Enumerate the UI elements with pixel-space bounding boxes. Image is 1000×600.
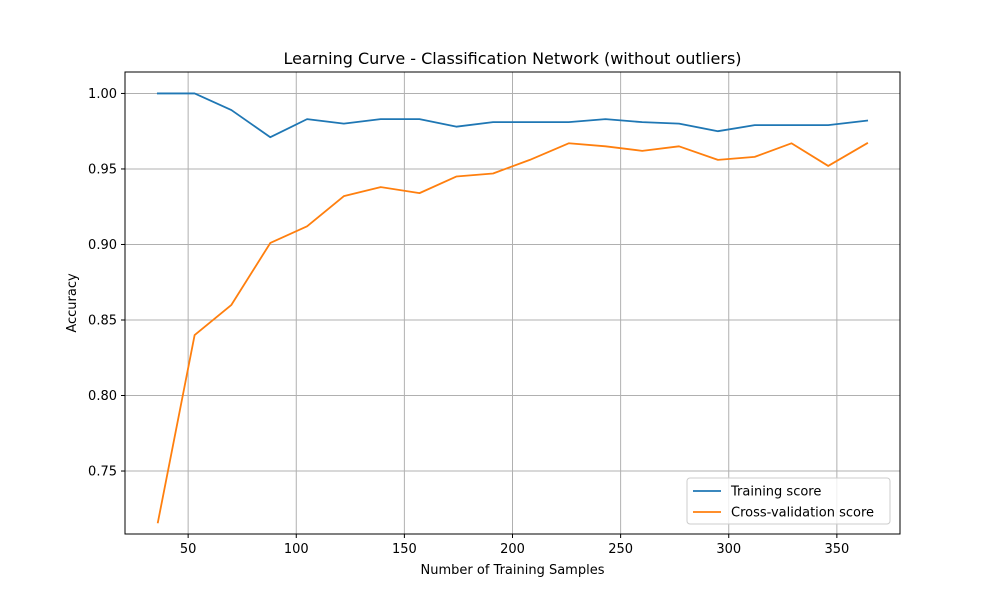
y-tick-label: 1.00 bbox=[88, 87, 117, 102]
x-tick-label: 250 bbox=[608, 542, 633, 557]
axis-ticks: 50 100 150 200 250 300 350 0.75 0.80 0.85 0.90 0.95… bbox=[88, 87, 849, 557]
y-tick-label: 0.90 bbox=[88, 238, 117, 253]
x-tick-label: 300 bbox=[716, 542, 741, 557]
series-lines bbox=[156, 92, 869, 524]
x-tick-label: 350 bbox=[824, 542, 849, 557]
legend-box bbox=[686, 477, 891, 525]
training-score-line bbox=[156, 92, 869, 139]
y-tick-label: 0.85 bbox=[88, 313, 117, 328]
y-tick-label: 0.75 bbox=[88, 465, 117, 480]
y-tick-label: 0.80 bbox=[88, 389, 117, 404]
cross-validation-score-legend-label: Cross-validation score bbox=[731, 506, 874, 521]
x-axis-label: Number of Training Samples bbox=[421, 563, 605, 578]
x-tick-label: 100 bbox=[284, 542, 309, 557]
y-axis-label: Accuracy bbox=[65, 273, 80, 333]
chart-title: Learning Curve - Classification Network … bbox=[283, 49, 741, 68]
training-score-legend-label: Training score bbox=[730, 485, 821, 500]
x-tick-label: 150 bbox=[392, 542, 417, 557]
cross-validation-score-line bbox=[156, 142, 869, 524]
x-tick-label: 50 bbox=[180, 542, 197, 557]
x-tick-label: 200 bbox=[500, 542, 525, 557]
y-tick-label: 0.95 bbox=[88, 162, 117, 177]
grid-layer bbox=[125, 72, 900, 534]
legend: Training score Cross-validation score bbox=[686, 477, 891, 525]
